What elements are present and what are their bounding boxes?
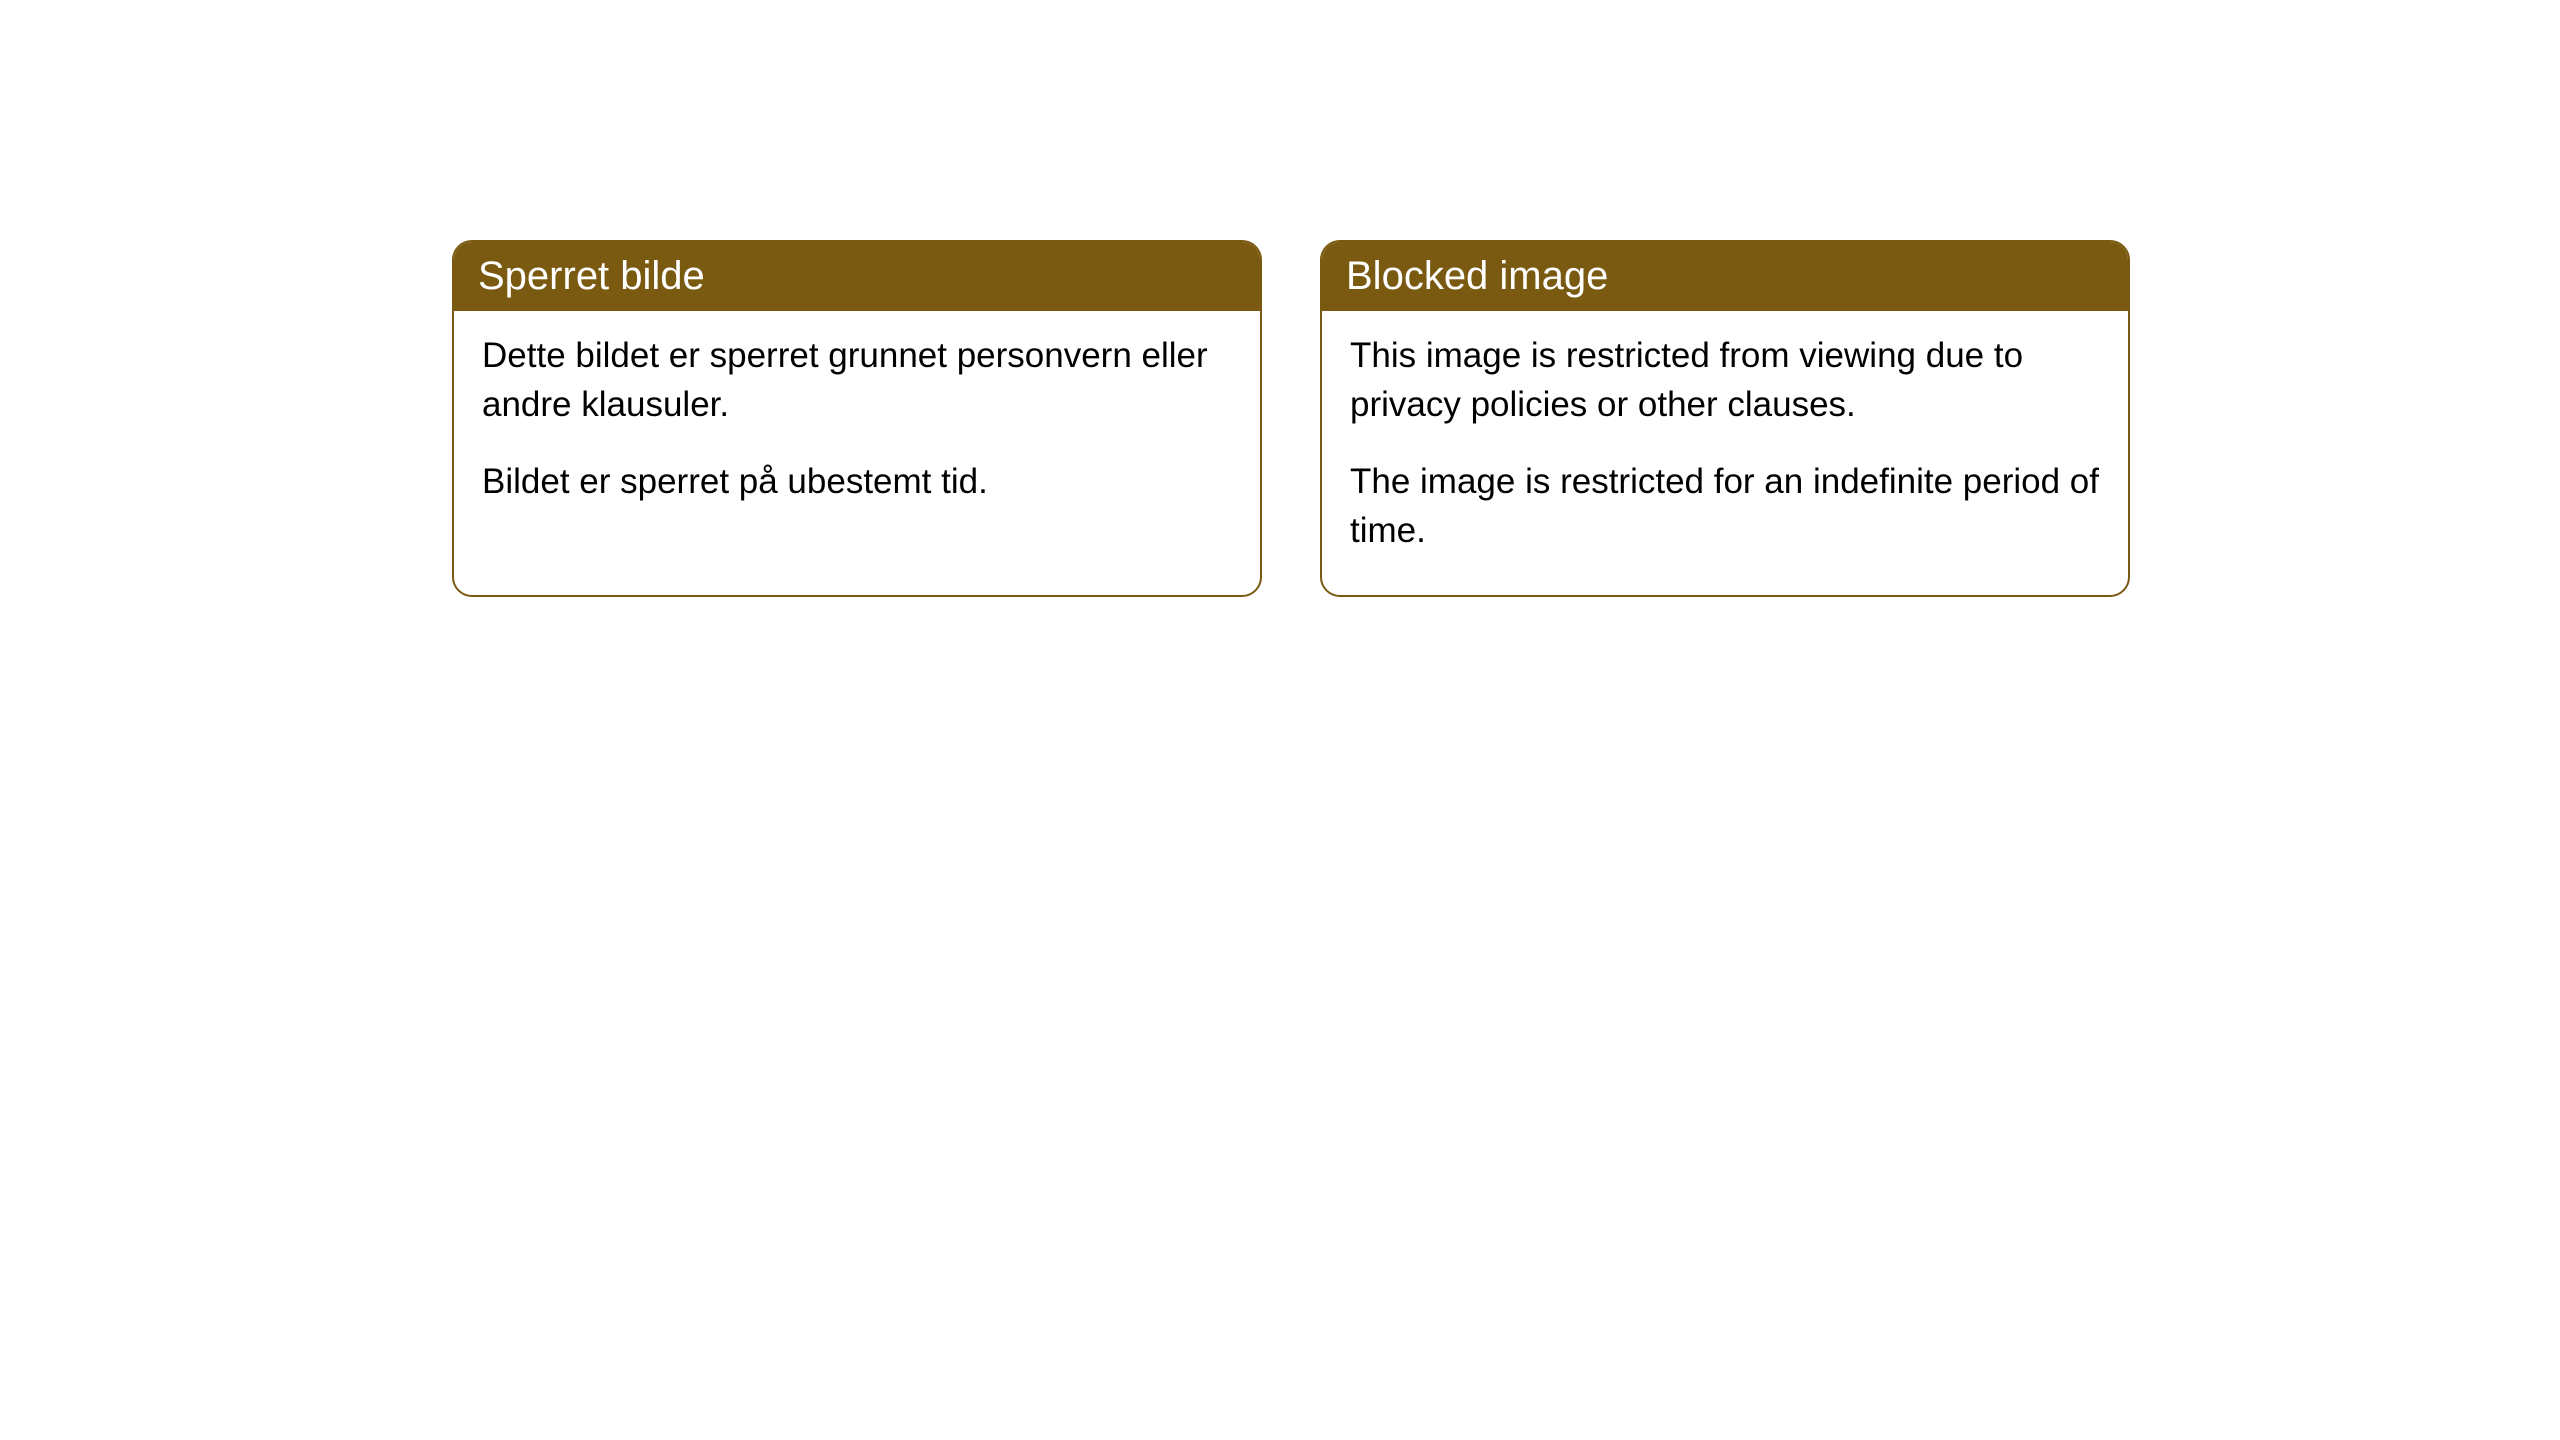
card-paragraph: This image is restricted from viewing du… xyxy=(1350,331,2100,429)
card-paragraph: Bildet er sperret på ubestemt tid. xyxy=(482,457,1232,506)
card-title: Sperret bilde xyxy=(478,254,705,298)
card-title: Blocked image xyxy=(1346,254,1608,298)
card-header-norwegian: Sperret bilde xyxy=(454,242,1260,311)
card-body-english: This image is restricted from viewing du… xyxy=(1322,311,2128,595)
card-paragraph: Dette bildet er sperret grunnet personve… xyxy=(482,331,1232,429)
card-header-english: Blocked image xyxy=(1322,242,2128,311)
notice-card-english: Blocked image This image is restricted f… xyxy=(1320,240,2130,597)
card-body-norwegian: Dette bildet er sperret grunnet personve… xyxy=(454,311,1260,546)
notice-cards-container: Sperret bilde Dette bildet er sperret gr… xyxy=(452,240,2130,597)
notice-card-norwegian: Sperret bilde Dette bildet er sperret gr… xyxy=(452,240,1262,597)
card-paragraph: The image is restricted for an indefinit… xyxy=(1350,457,2100,555)
